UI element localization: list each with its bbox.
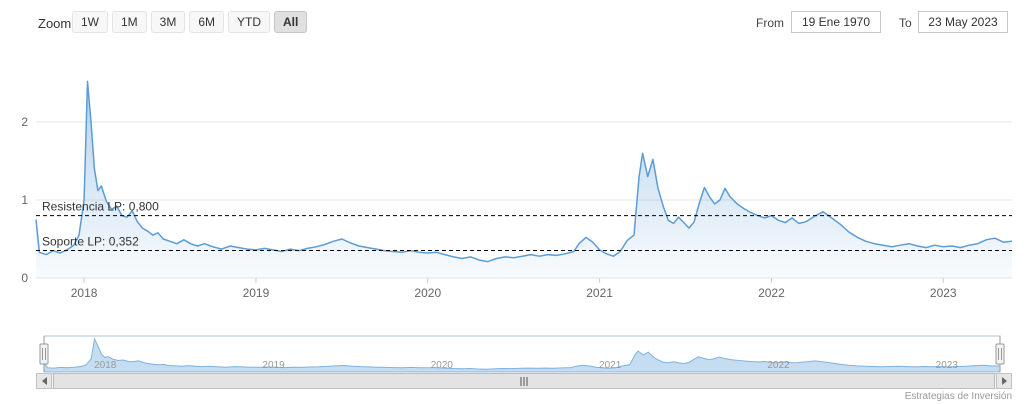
right-arrow-icon (1001, 377, 1007, 385)
price-area (36, 81, 1012, 279)
to-date-input[interactable] (918, 11, 1008, 33)
x-axis-label: 2021 (586, 286, 613, 300)
x-axis-label: 2019 (243, 286, 270, 300)
to-label: To (899, 16, 912, 30)
y-axis-label: 2 (21, 115, 28, 129)
navigator-year-label: 2023 (936, 360, 959, 371)
from-date-input[interactable] (791, 11, 881, 33)
scrollbar-thumb[interactable] (53, 373, 995, 389)
left-arrow-icon (41, 377, 47, 385)
price-line (35, 80, 1013, 263)
navigator-handle-left[interactable] (39, 343, 49, 365)
credits-link[interactable]: Estrategias de Inversión (904, 391, 1012, 402)
from-label: From (756, 16, 784, 30)
navigator-year-label: 2020 (431, 360, 454, 371)
y-axis-label: 1 (21, 193, 28, 207)
scrollbar-right-button[interactable] (996, 373, 1012, 389)
x-axis-label: 2023 (930, 286, 957, 300)
navigator-year-label: 2022 (767, 360, 790, 371)
range-button-6m[interactable]: 6M (189, 11, 225, 33)
y-axis-label: 0 (21, 271, 28, 285)
plot-line-label-1: Soporte LP: 0,352 (42, 235, 139, 249)
plot-line-label-0: Resistencia LP: 0,800 (42, 200, 159, 214)
range-button-ytd[interactable]: YTD (228, 11, 271, 33)
range-button-3m[interactable]: 3M (150, 11, 186, 33)
scrollbar-left-button[interactable] (36, 373, 52, 389)
navigator-handle-right[interactable] (995, 343, 1005, 365)
x-axis-label: 2020 (414, 286, 441, 300)
navigator-year-label: 2019 (262, 360, 285, 371)
scrollbar-grip-icon (520, 377, 528, 386)
navigator-year-label: 2021 (599, 360, 622, 371)
x-axis-label: 2018 (71, 286, 98, 300)
navigator-area[interactable] (44, 339, 1000, 372)
navigator-year-label: 2018 (94, 360, 117, 371)
zoom-label: Zoom (38, 16, 72, 31)
navigator-line (43, 337, 1001, 370)
range-button-1m[interactable]: 1M (112, 11, 147, 33)
range-button-1w[interactable]: 1W (72, 11, 108, 33)
range-selector: 1W 1M 3M 6M YTD All (72, 11, 308, 33)
range-button-all[interactable]: All (274, 11, 308, 33)
x-axis-label: 2022 (758, 286, 785, 300)
